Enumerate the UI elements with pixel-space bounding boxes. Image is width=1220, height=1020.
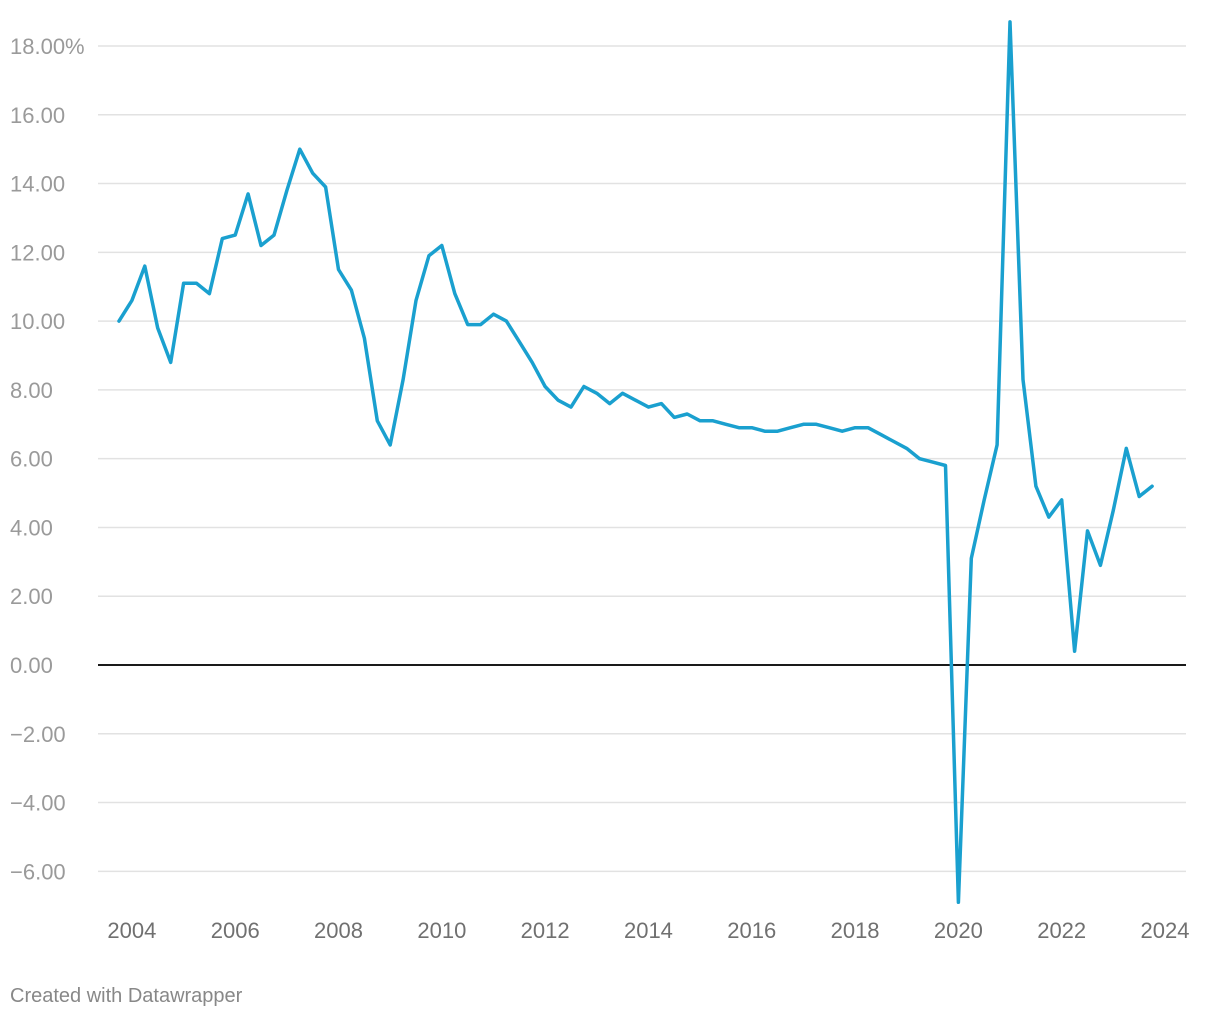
x-tick-label: 2016	[727, 918, 776, 943]
y-tick-label: 4.00	[10, 515, 53, 540]
y-tick-label: 6.00	[10, 447, 53, 472]
x-tick-label: 2014	[624, 918, 673, 943]
x-tick-label: 2008	[314, 918, 363, 943]
x-tick-label: 2004	[107, 918, 156, 943]
x-tick-label: 2020	[934, 918, 983, 943]
x-tick-label: 2006	[211, 918, 260, 943]
x-tick-label: 2012	[521, 918, 570, 943]
x-tick-label: 2024	[1141, 918, 1190, 943]
y-tick-label: 16.00	[10, 103, 65, 128]
y-tick-label: 12.00	[10, 240, 65, 265]
y-tick-label: −6.00	[10, 859, 66, 884]
x-tick-label: 2022	[1037, 918, 1086, 943]
series-lines	[117, 20, 1154, 905]
x-tick-label: 2018	[831, 918, 880, 943]
x-tick-label: 2010	[417, 918, 466, 943]
x-axis-labels: 2004 2006 2008 2010 2012 2014 2016 2018 2020 2022…	[107, 918, 1189, 943]
line-chart: 18.00% 16.00 14.00 12.00 10.00 8.00 6.00 4.00 2.…	[10, 20, 1189, 943]
y-axis-labels: 18.00% 16.00 14.00 12.00 10.00 8.00 6.00 4.00 2.…	[10, 34, 85, 884]
y-tick-label: 8.00	[10, 378, 53, 403]
y-tick-label: 10.00	[10, 309, 65, 334]
y-tick-label: 2.00	[10, 584, 53, 609]
y-tick-label: 18.00%	[10, 34, 85, 59]
credit-text: Created with Datawrapper	[10, 985, 243, 1007]
y-tick-label: −4.00	[10, 791, 66, 816]
series-line	[117, 20, 1154, 905]
gridlines	[98, 45, 1186, 873]
y-tick-label: −2.00	[10, 722, 66, 747]
y-tick-label: 14.00	[10, 172, 65, 197]
y-tick-label: 0.00	[10, 653, 53, 678]
